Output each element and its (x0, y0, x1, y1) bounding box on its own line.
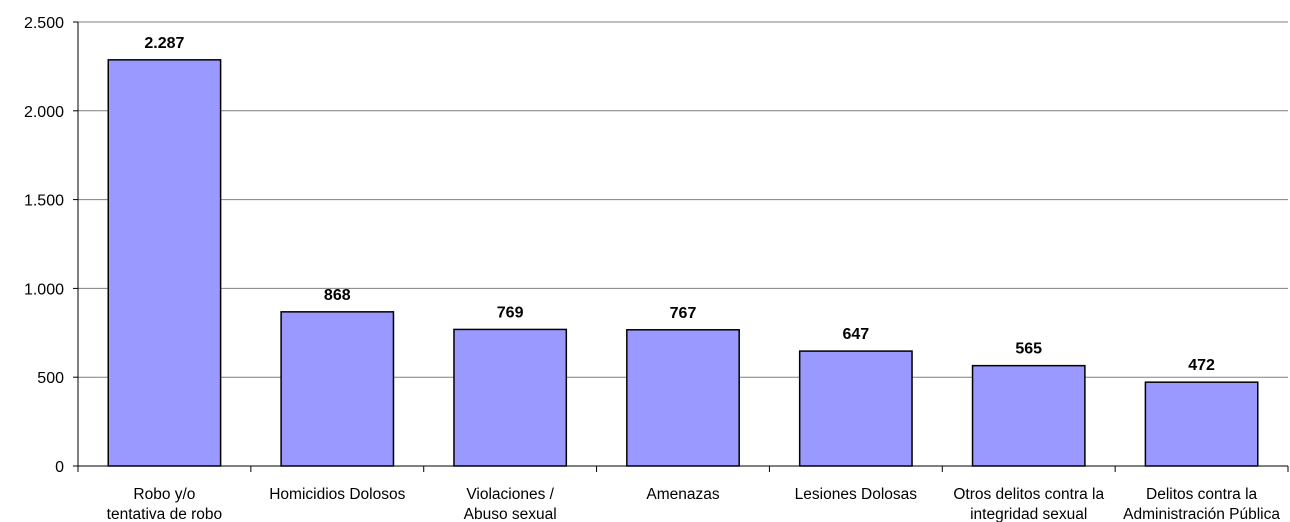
y-tick-label: 1.500 (24, 193, 64, 210)
bar (626, 329, 740, 467)
x-category-label: Lesiones Dolosas (795, 486, 918, 503)
gridlines (78, 21, 1288, 378)
y-tick-label: 1.000 (24, 281, 64, 298)
x-category-label: Abuso sexual (464, 506, 557, 522)
data-label: 2.287 (144, 35, 184, 52)
data-labels: 2.287 868 769 767 647 565 472 (144, 35, 1215, 374)
x-category-label: Delitos contra la (1146, 486, 1258, 503)
bars (107, 59, 1259, 467)
bar (971, 364, 1086, 467)
x-category-label: Otros delitos contra la (953, 486, 1104, 503)
y-tick-label: 2.500 (24, 15, 64, 32)
bar (280, 311, 395, 467)
x-category-label: Homicidios Dolosos (269, 486, 405, 503)
y-tick-label: 0 (55, 459, 64, 476)
x-category-label: Violaciones / (466, 486, 554, 503)
data-label: 647 (843, 326, 870, 343)
bar (1144, 381, 1259, 467)
y-tick-label: 2.000 (24, 104, 64, 121)
x-category-label: Administración Pública (1123, 506, 1280, 522)
data-label: 767 (670, 305, 697, 322)
bar (453, 328, 568, 467)
y-tick-label: 500 (37, 370, 64, 387)
x-category-label: integridad sexual (970, 506, 1087, 522)
data-label: 868 (324, 287, 351, 304)
x-category-label: Robo y/o (133, 486, 195, 503)
data-label: 769 (497, 304, 524, 321)
bar (798, 350, 913, 467)
data-label: 472 (1188, 357, 1215, 374)
x-category-label: tentativa de robo (107, 506, 222, 522)
x-category-label: Amenazas (646, 486, 719, 503)
axes (73, 21, 1289, 472)
y-axis-tick-labels: 0 500 1.000 1.500 2.000 2.500 (24, 15, 64, 476)
data-label: 565 (1015, 341, 1042, 358)
x-axis-category-labels: Robo y/o tentativa de robo Homicidios Dolo… (107, 486, 1281, 522)
bar (107, 59, 222, 467)
